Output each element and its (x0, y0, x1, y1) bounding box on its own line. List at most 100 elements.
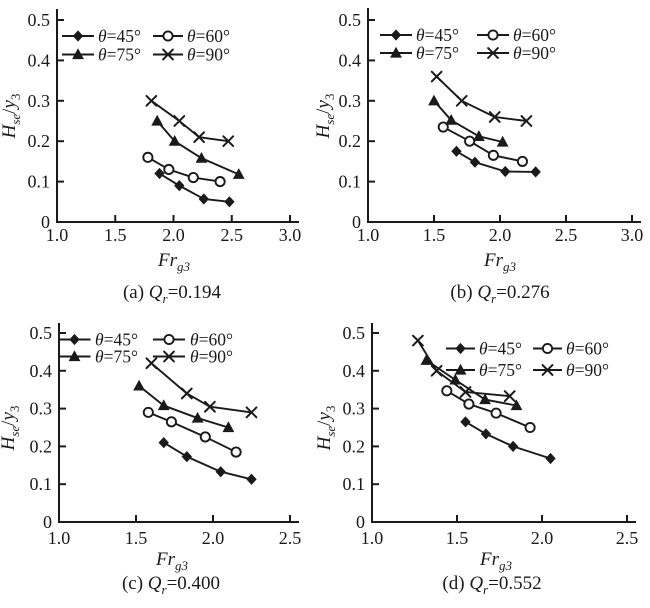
data-point-marker (168, 135, 181, 146)
subplot-caption: (a) Qr=0.194 (123, 282, 222, 306)
data-point-marker (199, 431, 211, 443)
legend-item: θ=75° (380, 43, 459, 63)
series-x-cross (412, 334, 516, 403)
y-tick-label: 0 (43, 512, 52, 532)
x-axis-label: Frg3 (479, 549, 513, 573)
x-tick-label: 1.0 (48, 528, 71, 548)
data-point-marker (181, 451, 193, 463)
legend-label: θ=75° (95, 347, 138, 367)
x-tick-label: 3.0 (621, 225, 644, 245)
series-circle-open (142, 406, 242, 458)
series-line (425, 359, 517, 407)
data-point-marker (224, 196, 235, 208)
legend-marker (390, 29, 402, 41)
series-line (446, 390, 531, 429)
legend-item: θ=75° (58, 347, 138, 367)
legend-item: θ=60° (533, 339, 609, 359)
legend-item: θ=90° (477, 43, 556, 63)
data-point-marker (158, 437, 169, 449)
series-circle-open (441, 385, 536, 434)
y-tick-label: 0.2 (30, 436, 53, 456)
subplot-a: 1.0 1.5 2.0 2.5 3.0 0 0.1 0.2 0.3 0.4 0.5 Frg3 Hse/y… (0, 9, 301, 306)
legend-marker (455, 342, 466, 355)
series-x-cross (145, 94, 235, 148)
data-point-marker (460, 416, 471, 428)
legend-item: θ=90° (153, 45, 230, 65)
x-tick-label: 1.0 (46, 225, 69, 245)
data-point-marker (469, 156, 481, 168)
axes: 1.0 1.5 2.0 2.5 3.0 0 0.1 0.2 0.3 0.4 0.5 (28, 9, 301, 245)
y-tick-label: 0.4 (343, 361, 366, 381)
legend: θ=45° θ=60° θ=75° θ=90° (446, 339, 609, 380)
data-point-marker (428, 94, 440, 106)
subplot-caption: (d) Qr=0.552 (442, 573, 541, 597)
data-point-marker (145, 357, 158, 370)
data-point-marker (480, 428, 492, 440)
data-point-marker (503, 390, 516, 403)
y-tick-label: 0 (41, 212, 50, 232)
y-tick-label: 0.3 (343, 399, 366, 419)
data-point-marker (187, 172, 199, 184)
series-triangle-filled (428, 94, 509, 147)
subplot-caption: (b) Qr=0.276 (450, 282, 549, 306)
legend-item: θ=45° (58, 330, 138, 350)
data-point-marker (516, 155, 528, 167)
series-diamond-filled (451, 145, 541, 178)
legend-marker (163, 350, 175, 363)
data-point-marker (487, 149, 499, 161)
legend-item: θ=45° (62, 26, 141, 46)
y-tick-label: 0.1 (28, 172, 51, 192)
legend-marker (162, 48, 174, 61)
series-x-cross (430, 70, 533, 127)
y-tick-label: 0.2 (343, 436, 366, 456)
y-tick-label: 0.5 (30, 323, 53, 343)
data-point-marker (490, 407, 502, 419)
legend-marker (541, 342, 554, 355)
legend-marker (541, 364, 554, 376)
axis-lines (371, 323, 636, 523)
legend-item: θ=45° (446, 339, 522, 359)
data-point-marker (479, 393, 491, 405)
data-point-marker (507, 440, 519, 452)
legend-label: θ=60° (187, 26, 230, 46)
legend-marker (69, 333, 80, 346)
data-point-marker (133, 379, 145, 391)
data-point-marker (215, 466, 226, 478)
series-diamond-filled (158, 437, 257, 485)
series-line (417, 340, 510, 398)
legend: θ=45° θ=60° θ=75° θ=90° (62, 26, 230, 65)
data-point-marker (441, 385, 453, 397)
x-tick-label: 2.5 (279, 528, 302, 548)
x-tick-label: 1.0 (361, 528, 384, 548)
y-tick-label: 0 (352, 212, 361, 232)
data-point-marker (198, 193, 209, 205)
legend-item: θ=75° (446, 360, 522, 380)
legend-item: θ=90° (533, 360, 609, 380)
legend-marker (390, 46, 402, 58)
data-point-marker (488, 111, 501, 123)
y-tick-label: 0.4 (30, 361, 53, 381)
legend-label: θ=60° (513, 25, 556, 45)
data-point-marker (459, 386, 472, 398)
data-point-marker (145, 94, 158, 107)
axes: 1.0 1.5 2.0 2.5 3.0 0 0.1 0.2 0.3 0.4 0.5 (339, 8, 644, 245)
y-tick-label: 0.4 (28, 50, 51, 70)
legend-label: θ=60° (566, 339, 609, 359)
legend-label: θ=45° (479, 339, 522, 359)
y-tick-label: 0.2 (28, 131, 51, 151)
x-tick-label: 1.5 (104, 225, 127, 245)
y-tick-label: 0.5 (28, 10, 51, 30)
y-tick-label: 0 (356, 512, 365, 532)
legend: θ=45° θ=60° θ=75° θ=90° (58, 330, 233, 367)
series-diamond-filled (154, 167, 235, 208)
legend-label: θ=75° (416, 43, 459, 63)
legend-label: θ=45° (95, 330, 138, 350)
data-point-marker (430, 364, 443, 377)
data-point-marker (214, 176, 226, 188)
series-line (147, 156, 221, 183)
data-point-marker (420, 354, 433, 365)
y-axis-label: Hse/y3 (313, 94, 337, 140)
axis-lines (367, 8, 641, 223)
legend-item: θ=90° (153, 347, 233, 367)
